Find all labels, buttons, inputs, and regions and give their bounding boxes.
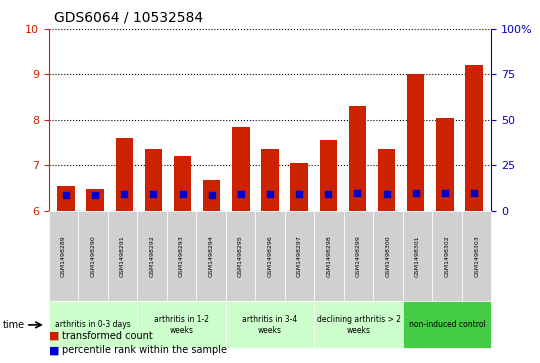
Text: GSM1498292: GSM1498292 bbox=[150, 235, 154, 277]
Bar bbox=[291, 163, 308, 211]
Point bbox=[120, 191, 129, 196]
Point bbox=[411, 190, 420, 196]
Text: ■: ■ bbox=[49, 331, 59, 341]
Text: declining arthritis > 2
weeks: declining arthritis > 2 weeks bbox=[316, 315, 401, 335]
Bar bbox=[57, 185, 75, 211]
Text: GSM1498299: GSM1498299 bbox=[356, 235, 361, 277]
Text: GSM1498294: GSM1498294 bbox=[208, 235, 213, 277]
Text: percentile rank within the sample: percentile rank within the sample bbox=[62, 345, 227, 355]
Point bbox=[178, 191, 187, 197]
Text: GSM1498295: GSM1498295 bbox=[238, 235, 243, 277]
Text: time: time bbox=[3, 320, 25, 330]
Bar bbox=[436, 118, 454, 211]
Text: arthritis in 3-4
weeks: arthritis in 3-4 weeks bbox=[242, 315, 298, 335]
Text: GDS6064 / 10532584: GDS6064 / 10532584 bbox=[54, 11, 203, 25]
Text: GSM1498298: GSM1498298 bbox=[327, 235, 332, 277]
Bar bbox=[116, 138, 133, 211]
Point bbox=[207, 192, 216, 198]
Point bbox=[441, 190, 449, 196]
Text: GSM1498300: GSM1498300 bbox=[386, 235, 390, 277]
Bar bbox=[349, 106, 366, 211]
Text: GSM1498289: GSM1498289 bbox=[61, 235, 66, 277]
Text: transformed count: transformed count bbox=[62, 331, 153, 341]
Point bbox=[470, 190, 478, 196]
Text: GSM1498290: GSM1498290 bbox=[90, 235, 96, 277]
Point bbox=[324, 191, 333, 197]
Bar bbox=[320, 140, 337, 211]
Text: GSM1498296: GSM1498296 bbox=[267, 235, 273, 277]
Text: GSM1498302: GSM1498302 bbox=[444, 235, 450, 277]
Point bbox=[295, 192, 303, 197]
Text: arthritis in 1-2
weeks: arthritis in 1-2 weeks bbox=[154, 315, 209, 335]
Point bbox=[266, 191, 274, 197]
Text: GSM1498301: GSM1498301 bbox=[415, 235, 420, 277]
Bar bbox=[378, 149, 395, 211]
Text: non-induced control: non-induced control bbox=[409, 321, 485, 329]
Text: arthritis in 0-3 days: arthritis in 0-3 days bbox=[55, 321, 131, 329]
Text: GSM1498303: GSM1498303 bbox=[474, 235, 479, 277]
Point bbox=[382, 191, 391, 197]
Bar bbox=[261, 149, 279, 211]
Bar bbox=[86, 189, 104, 211]
Bar bbox=[203, 180, 220, 211]
Point bbox=[353, 190, 362, 196]
Point bbox=[149, 191, 158, 197]
Bar bbox=[232, 127, 249, 211]
Bar bbox=[145, 149, 162, 211]
Point bbox=[62, 192, 70, 198]
Bar bbox=[407, 74, 424, 211]
Text: GSM1498291: GSM1498291 bbox=[120, 235, 125, 277]
Text: ■: ■ bbox=[49, 345, 59, 355]
Text: GSM1498293: GSM1498293 bbox=[179, 235, 184, 277]
Point bbox=[91, 192, 99, 198]
Bar bbox=[465, 65, 483, 211]
Bar bbox=[174, 156, 191, 211]
Point bbox=[237, 191, 245, 196]
Text: GSM1498297: GSM1498297 bbox=[297, 235, 302, 277]
